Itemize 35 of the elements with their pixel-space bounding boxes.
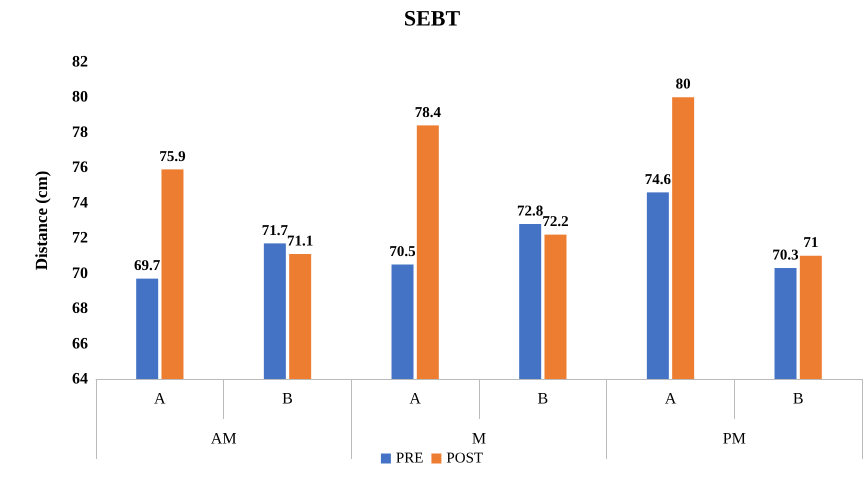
data-label: 72.2 [542, 214, 569, 230]
data-label: 70.3 [772, 248, 799, 264]
data-label: 69.7 [134, 258, 161, 274]
y-tick-label: 76 [72, 159, 88, 176]
data-label: 71.7 [262, 222, 288, 239]
x-tick-label: B [537, 390, 548, 408]
y-tick-label: 74 [72, 194, 88, 212]
x-tick-label: B [792, 390, 804, 408]
y-tick-label: 72 [72, 230, 88, 247]
y-tick-label: 70 [72, 264, 88, 282]
data-label: 71.1 [287, 233, 314, 250]
x-tick-label: B [282, 390, 293, 408]
y-tick-label: 78 [72, 124, 88, 141]
legend-label: POST [446, 450, 484, 466]
text: M [472, 430, 486, 448]
y-tick-label: 64 [72, 370, 88, 388]
data-label: 78.4 [414, 104, 442, 121]
y-tick-label: 80 [72, 88, 88, 106]
data-label: 75.9 [159, 148, 186, 165]
x-tick-label: A [154, 390, 166, 408]
y-tick-label: 66 [72, 335, 88, 352]
data-label: 72.8 [517, 204, 544, 220]
y-tick-label: 82 [72, 54, 88, 70]
chart-title: SEBT [404, 6, 460, 30]
text: AM [210, 430, 237, 448]
data-label: 71 [803, 235, 818, 252]
y-tick-label: 68 [72, 300, 88, 318]
data-label: 74.6 [644, 172, 672, 188]
data-label: 70.5 [389, 244, 416, 260]
text: PM [722, 430, 746, 448]
data-label: 80 [676, 76, 691, 93]
x-tick-label: A [409, 390, 422, 408]
x-tick-label: A [664, 390, 677, 408]
legend-label: PRE [396, 450, 424, 466]
y-axis-title: Distance (cm) [32, 170, 51, 270]
